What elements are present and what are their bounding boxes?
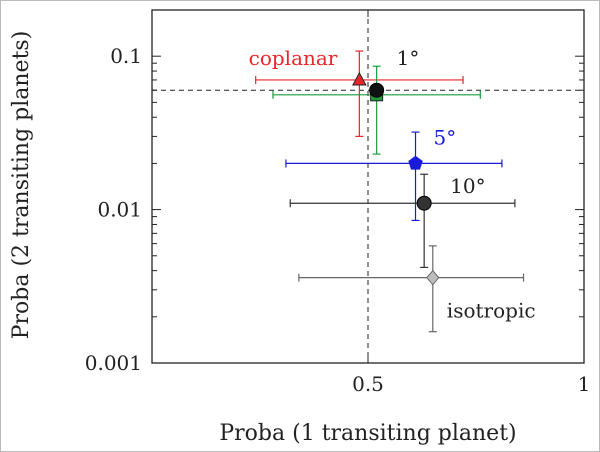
- series-label: isotropic: [447, 299, 536, 323]
- x-tick-label: 0.5: [352, 372, 384, 396]
- y-tick-label: 0.001: [85, 351, 142, 375]
- series-label: 1°: [397, 46, 420, 70]
- x-axis-label: Proba (1 transiting planet): [219, 421, 516, 446]
- plot-area: 0.5 1 0.1 0.01 0.001 coplanar 1° 5° 10° isotropic: [85, 9, 591, 396]
- series-label: coplanar: [249, 46, 338, 70]
- y-axis-label: Proba (2 transiting planets): [9, 31, 34, 340]
- marker-pentagon: [408, 155, 423, 170]
- marker-triangle: [352, 71, 367, 86]
- series-label: 5°: [434, 125, 457, 149]
- y-tick-label: 0.01: [97, 198, 142, 222]
- x-tick-label: 1: [578, 372, 591, 396]
- y-tick-label: 0.1: [110, 44, 142, 68]
- marker-circle: [369, 82, 385, 98]
- series-label: 10°: [450, 174, 485, 198]
- marker-circle: [416, 195, 432, 211]
- marker-diamond: [426, 269, 440, 286]
